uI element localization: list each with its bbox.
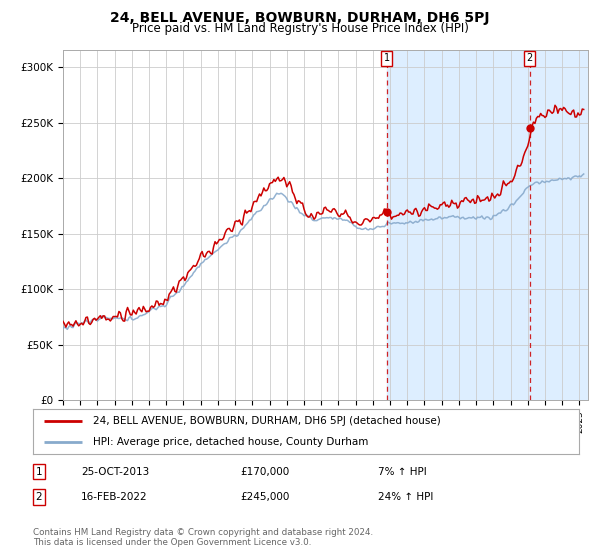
Text: 24, BELL AVENUE, BOWBURN, DURHAM, DH6 5PJ: 24, BELL AVENUE, BOWBURN, DURHAM, DH6 5P… — [110, 11, 490, 25]
Text: £170,000: £170,000 — [240, 466, 289, 477]
Text: 1: 1 — [384, 53, 390, 63]
Text: HPI: Average price, detached house, County Durham: HPI: Average price, detached house, Coun… — [93, 436, 368, 446]
Text: 25-OCT-2013: 25-OCT-2013 — [81, 466, 149, 477]
Text: Contains HM Land Registry data © Crown copyright and database right 2024.
This d: Contains HM Land Registry data © Crown c… — [33, 528, 373, 547]
Text: 2: 2 — [35, 492, 43, 502]
Text: Price paid vs. HM Land Registry's House Price Index (HPI): Price paid vs. HM Land Registry's House … — [131, 22, 469, 35]
Text: 24% ↑ HPI: 24% ↑ HPI — [378, 492, 433, 502]
Text: 7% ↑ HPI: 7% ↑ HPI — [378, 466, 427, 477]
Text: 2: 2 — [527, 53, 533, 63]
Bar — [387, 50, 588, 400]
Text: 24, BELL AVENUE, BOWBURN, DURHAM, DH6 5PJ (detached house): 24, BELL AVENUE, BOWBURN, DURHAM, DH6 5P… — [93, 416, 441, 426]
Text: £245,000: £245,000 — [240, 492, 289, 502]
Text: 16-FEB-2022: 16-FEB-2022 — [81, 492, 148, 502]
Text: 1: 1 — [35, 466, 43, 477]
